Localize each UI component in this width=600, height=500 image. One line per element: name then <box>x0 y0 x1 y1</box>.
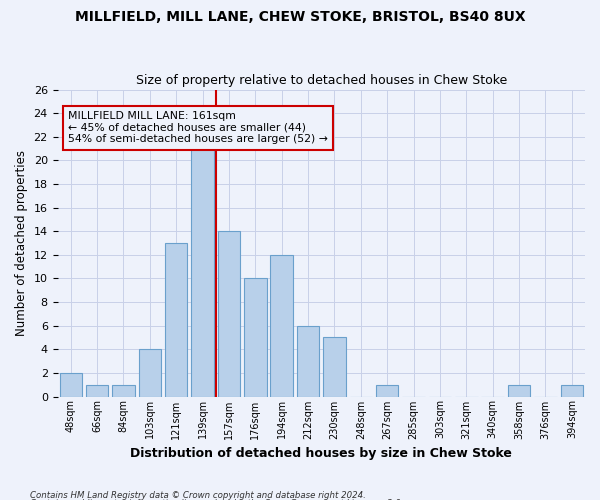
Bar <box>244 278 266 396</box>
Text: MILLFIELD MILL LANE: 161sqm
← 45% of detached houses are smaller (44)
54% of sem: MILLFIELD MILL LANE: 161sqm ← 45% of det… <box>68 111 328 144</box>
Bar <box>112 384 134 396</box>
Title: Size of property relative to detached houses in Chew Stoke: Size of property relative to detached ho… <box>136 74 507 87</box>
Bar <box>560 384 583 396</box>
Bar <box>376 384 398 396</box>
Y-axis label: Number of detached properties: Number of detached properties <box>15 150 28 336</box>
Text: Contains HM Land Registry data © Crown copyright and database right 2024.: Contains HM Land Registry data © Crown c… <box>30 490 366 500</box>
X-axis label: Distribution of detached houses by size in Chew Stoke: Distribution of detached houses by size … <box>130 447 512 460</box>
Bar <box>191 137 214 396</box>
Bar <box>323 338 346 396</box>
Bar <box>297 326 319 396</box>
Text: MILLFIELD, MILL LANE, CHEW STOKE, BRISTOL, BS40 8UX: MILLFIELD, MILL LANE, CHEW STOKE, BRISTO… <box>74 10 526 24</box>
Bar <box>86 384 108 396</box>
Bar <box>165 243 187 396</box>
Bar <box>218 231 240 396</box>
Bar <box>139 350 161 397</box>
Bar <box>59 373 82 396</box>
Bar <box>508 384 530 396</box>
Bar <box>271 255 293 396</box>
